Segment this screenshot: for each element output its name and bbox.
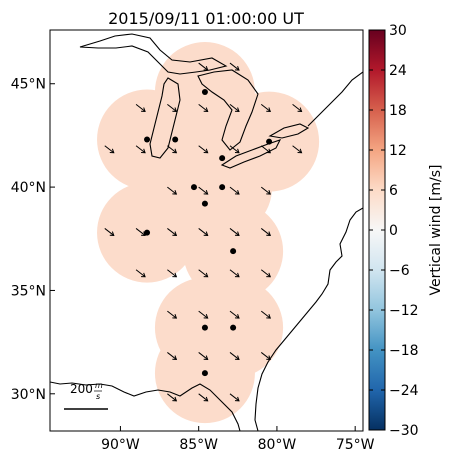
- wind-vector: [229, 352, 240, 360]
- wind-vector: [167, 269, 178, 278]
- lat-tick-label: 40°N: [11, 180, 46, 196]
- map-panel: 200 m s: [49, 29, 364, 432]
- radar-site-marker: [201, 200, 208, 207]
- lat-tick-label: 45°N: [11, 77, 46, 93]
- colorbar-tick-label: −30: [389, 423, 419, 439]
- wind-vector: [260, 104, 271, 112]
- wind-vector: [198, 186, 209, 195]
- wind-vector: [229, 228, 240, 236]
- latitude-axis: 45°N 40°N 35°N 30°N: [11, 77, 55, 403]
- colorbar-tick-label: 0: [389, 223, 398, 239]
- wind-vector: [135, 269, 146, 278]
- wind-vector: [198, 145, 209, 154]
- wind-vector: [167, 104, 178, 112]
- wind-vector: [198, 393, 209, 402]
- colorbar-label: Vertical wind [m/s]: [428, 165, 444, 296]
- radar-site-marker: [172, 136, 179, 143]
- colorbar-tick-label: 6: [389, 183, 398, 199]
- colorbar: 30 24 18 12 6 0 −6 −12 −18 −24 −30 Vertical wind […: [368, 23, 444, 439]
- wind-vector: [229, 186, 240, 195]
- lake-michigan: [149, 77, 181, 159]
- wind-vector: [260, 228, 271, 236]
- radar-site-marker: [219, 184, 226, 191]
- colorbar-ticks: 30 24 18 12 6 0 −6 −12 −18 −24 −30: [369, 23, 419, 439]
- lon-tick-label: 75°W: [336, 437, 375, 453]
- radar-site-marker: [201, 370, 208, 377]
- map-frame: [49, 29, 364, 432]
- map-title: 2015/09/11 01:00:00 UT: [108, 9, 304, 28]
- scale-bar-value: 200: [70, 382, 93, 396]
- scale-bar-unit-num: m: [95, 381, 103, 390]
- wind-vector: [229, 62, 240, 71]
- wind-vector: [198, 310, 209, 319]
- radar-site-marker: [230, 324, 237, 331]
- lake-superior: [79, 33, 228, 75]
- radar-site-marker: [144, 229, 151, 236]
- colorbar-tick-label: 30: [389, 23, 407, 39]
- st-lawrence: [307, 71, 363, 127]
- colorbar-tick-label: 24: [389, 63, 407, 79]
- wind-vector: [167, 145, 178, 154]
- lon-tick-label: 90°W: [101, 437, 140, 453]
- lon-tick-label: 80°W: [258, 437, 297, 453]
- colorbar-tick-label: 12: [389, 143, 407, 159]
- wind-vector: [260, 145, 271, 154]
- wind-vector: [260, 352, 271, 360]
- wind-vector: [229, 269, 240, 278]
- colorbar-tick-label: 18: [389, 103, 407, 119]
- wind-vector: [104, 228, 115, 236]
- wind-vector: [260, 310, 271, 319]
- wind-vector: [167, 393, 178, 402]
- radar-site-marker: [201, 324, 208, 331]
- coastlines: [50, 33, 363, 431]
- wind-vector: [104, 145, 115, 154]
- wind-vector: [167, 310, 178, 319]
- scale-bar: 200 m s: [64, 381, 108, 410]
- wind-vector: [167, 352, 178, 360]
- wind-vector: [198, 228, 209, 236]
- lake-erie: [220, 139, 282, 169]
- colorbar-tick-label: −6: [389, 263, 410, 279]
- wind-vector: [167, 186, 178, 195]
- wind-vector: [229, 393, 240, 402]
- wind-vector: [229, 145, 240, 154]
- wind-vectors: [104, 62, 303, 402]
- radar-site-marker: [201, 89, 208, 96]
- lon-tick-label: 85°W: [179, 437, 218, 453]
- colorbar-tick-label: −12: [389, 303, 419, 319]
- wind-vector: [135, 145, 146, 154]
- radar-site-marker: [190, 184, 197, 191]
- wind-vector: [229, 104, 240, 112]
- wind-vector: [260, 186, 271, 195]
- wind-vector: [167, 228, 178, 236]
- lat-tick-label: 35°N: [11, 283, 46, 299]
- lat-tick-label: 30°N: [11, 387, 46, 403]
- radar-site-marker: [219, 155, 226, 162]
- wind-vector: [292, 145, 303, 154]
- wind-vector: [135, 104, 146, 112]
- northeast-coast: [254, 207, 363, 431]
- colorbar-tick-label: −24: [389, 383, 419, 399]
- wind-vector: [198, 352, 209, 360]
- wind-vector: [292, 104, 303, 112]
- radar-sites: [144, 89, 273, 377]
- wind-vector: [229, 310, 240, 319]
- gulf-coast: [50, 381, 241, 431]
- vertical-wind-field: [97, 42, 320, 424]
- lake-huron: [197, 69, 259, 151]
- radar-site-marker: [144, 136, 151, 143]
- lake-ontario: [268, 123, 310, 139]
- colorbar-tick-label: −18: [389, 343, 419, 359]
- radar-site-marker: [230, 248, 237, 255]
- scale-bar-unit-den: s: [96, 392, 100, 401]
- wind-vector: [260, 269, 271, 278]
- wind-vector: [135, 228, 146, 236]
- wind-vector: [198, 104, 209, 112]
- radar-site-marker: [266, 138, 273, 145]
- wind-vector: [198, 269, 209, 278]
- longitude-axis: 90°W 85°W 80°W 75°W: [101, 426, 375, 453]
- wind-vector: [198, 62, 209, 71]
